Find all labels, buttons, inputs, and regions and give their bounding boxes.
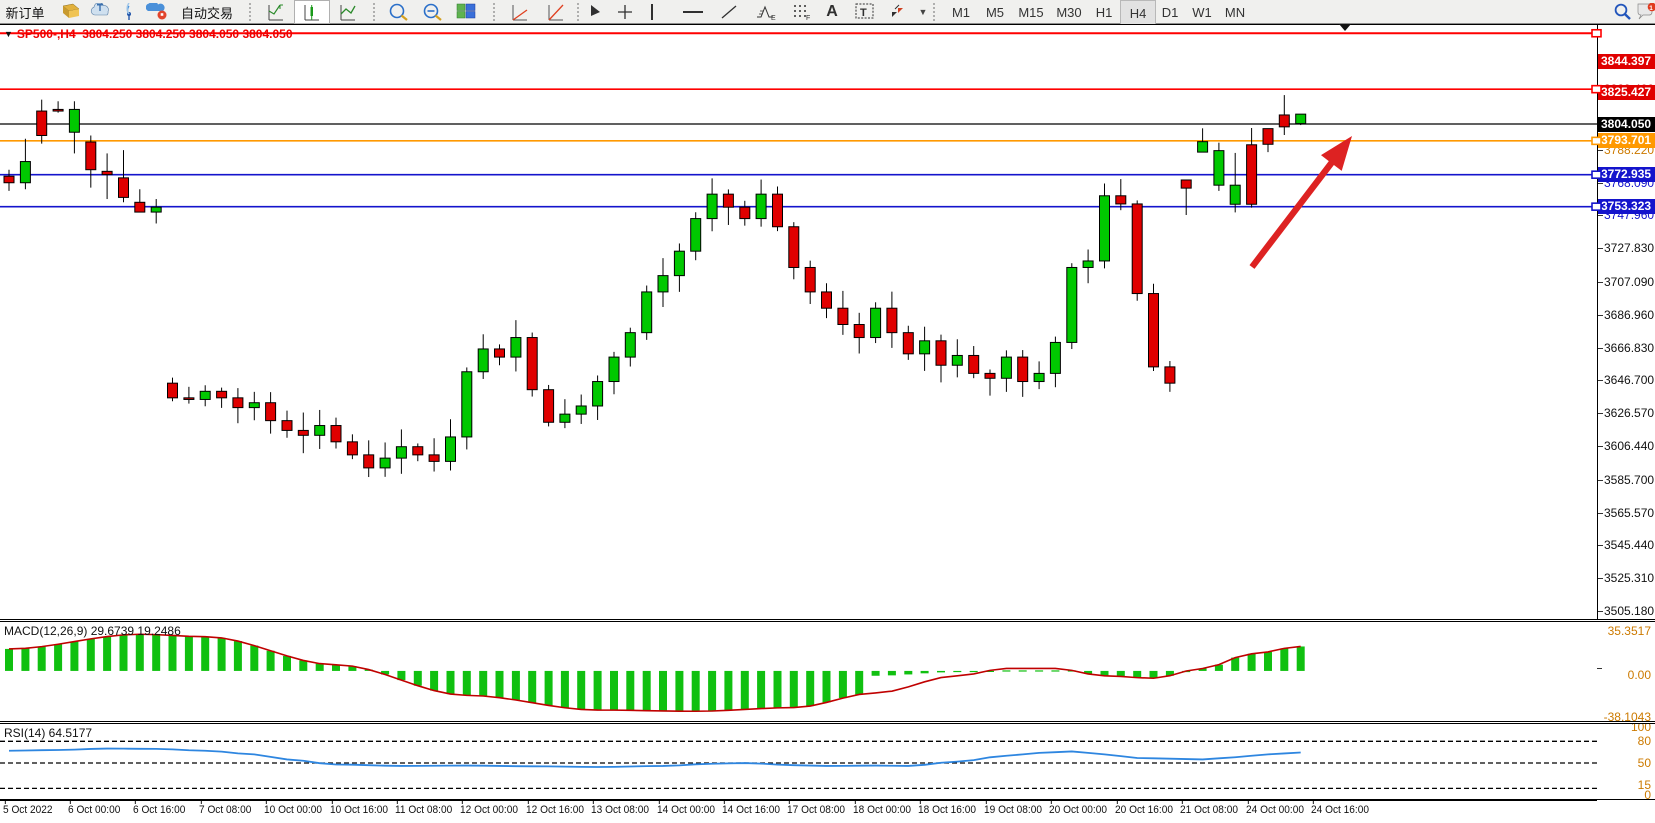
svg-text:1: 1 xyxy=(1649,5,1653,12)
svg-text:F: F xyxy=(806,15,810,20)
svg-text:T: T xyxy=(860,7,867,19)
svg-text:E: E xyxy=(771,15,776,21)
